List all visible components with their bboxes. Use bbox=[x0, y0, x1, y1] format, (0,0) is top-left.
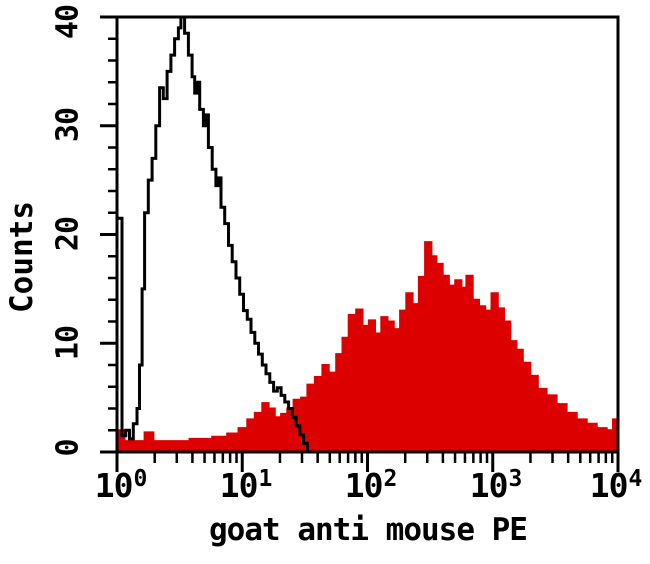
x-tick-exponent: 1 bbox=[258, 466, 273, 492]
x-tick-exponent: 3 bbox=[508, 466, 523, 492]
x-tick-label-1e1: 101 bbox=[220, 466, 273, 505]
x-tick-base: 10 bbox=[94, 466, 134, 505]
x-tick-exponent: 0 bbox=[133, 466, 148, 492]
x-axis-title: goat anti mouse PE bbox=[209, 512, 528, 548]
x-tick-label-1e3: 103 bbox=[470, 466, 523, 505]
black-open-histogram bbox=[115, 15, 309, 452]
y-tick-label-30: 30 bbox=[50, 107, 86, 143]
x-tick-base: 10 bbox=[469, 466, 509, 505]
x-tick-exponent: 4 bbox=[628, 466, 643, 492]
y-tick-label-10: 10 bbox=[50, 325, 86, 361]
x-tick-label-1e0: 100 bbox=[95, 466, 148, 505]
y-tick-label-0: 0 bbox=[50, 439, 86, 457]
x-tick-label-1e2: 102 bbox=[345, 466, 398, 505]
x-tick-base: 10 bbox=[589, 466, 629, 505]
y-tick-label-20: 20 bbox=[50, 216, 86, 252]
red-filled-histogram bbox=[116, 241, 619, 453]
x-tick-base: 10 bbox=[344, 466, 384, 505]
y-axis-title: Counts bbox=[4, 201, 40, 313]
x-tick-base: 10 bbox=[219, 466, 259, 505]
x-tick-label-1e4: 104 bbox=[590, 466, 643, 505]
y-tick-label-40: 40 bbox=[50, 4, 86, 40]
x-tick-exponent: 2 bbox=[383, 466, 398, 492]
